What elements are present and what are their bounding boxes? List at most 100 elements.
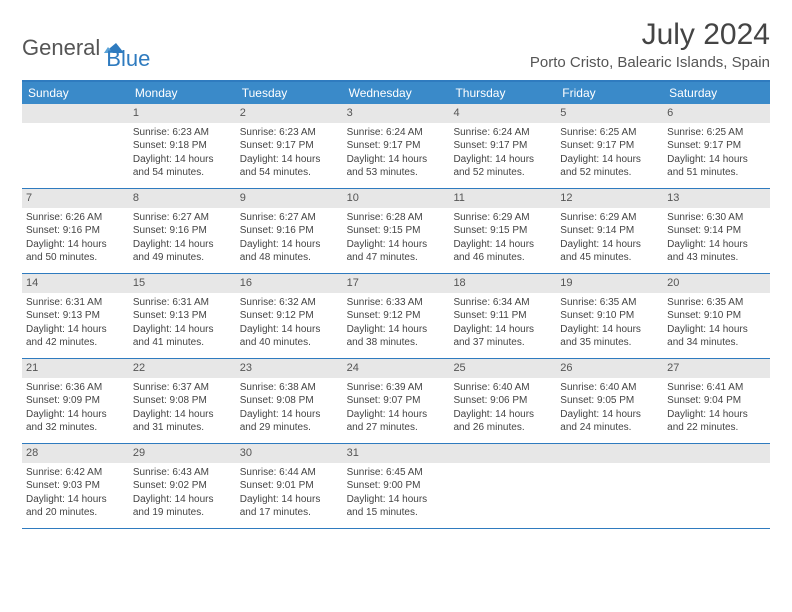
day-number: 22 — [129, 359, 236, 378]
daylight-line: Daylight: 14 hours and 43 minutes. — [667, 238, 766, 265]
sunset-line: Sunset: 9:11 PM — [453, 309, 552, 323]
sunset-line: Sunset: 9:13 PM — [133, 309, 232, 323]
day-number: 26 — [556, 359, 663, 378]
daylight-line: Daylight: 14 hours and 19 minutes. — [133, 493, 232, 520]
sunset-line: Sunset: 9:17 PM — [667, 139, 766, 153]
day-cell: 11Sunrise: 6:29 AMSunset: 9:15 PMDayligh… — [449, 189, 556, 273]
sunrise-line: Sunrise: 6:44 AM — [240, 466, 339, 480]
day-cell: 1Sunrise: 6:23 AMSunset: 9:18 PMDaylight… — [129, 104, 236, 188]
sunset-line: Sunset: 9:01 PM — [240, 479, 339, 493]
day-number: 19 — [556, 274, 663, 293]
day-number: 11 — [449, 189, 556, 208]
weeks-container: 1Sunrise: 6:23 AMSunset: 9:18 PMDaylight… — [22, 104, 770, 529]
daylight-line: Daylight: 14 hours and 54 minutes. — [240, 153, 339, 180]
sunrise-line: Sunrise: 6:40 AM — [560, 381, 659, 395]
sunrise-line: Sunrise: 6:31 AM — [26, 296, 125, 310]
week-row: 28Sunrise: 6:42 AMSunset: 9:03 PMDayligh… — [22, 444, 770, 529]
day-cell: 10 Sunrise: 6:28 AMSunset: 9:15 PMDayligh… — [343, 189, 450, 273]
sunrise-line: Sunrise: 6:38 AM — [240, 381, 339, 395]
sunset-line: Sunset: 9:15 PM — [347, 224, 446, 238]
day-cell: 18Sunrise: 6:34 AMSunset: 9:11 PMDayligh… — [449, 274, 556, 358]
day-cell: 31Sunrise: 6:45 AMSunset: 9:00 PMDayligh… — [343, 444, 450, 528]
sunset-line: Sunset: 9:16 PM — [133, 224, 232, 238]
sunset-line: Sunset: 9:17 PM — [347, 139, 446, 153]
sunset-line: Sunset: 9:17 PM — [453, 139, 552, 153]
daylight-line: Daylight: 14 hours and 45 minutes. — [560, 238, 659, 265]
sunrise-line: Sunrise: 6:24 AM — [453, 126, 552, 140]
daylight-line: Daylight: 14 hours and 26 minutes. — [453, 408, 552, 435]
brand-word2: Blue — [106, 46, 150, 72]
day-cell: 28Sunrise: 6:42 AMSunset: 9:03 PMDayligh… — [22, 444, 129, 528]
sunrise-line: Sunrise: 6:37 AM — [133, 381, 232, 395]
day-number: 17 — [343, 274, 450, 293]
sunrise-line: Sunrise: 6:23 AM — [133, 126, 232, 140]
daylight-line: Daylight: 14 hours and 42 minutes. — [26, 323, 125, 350]
sunset-line: Sunset: 9:13 PM — [26, 309, 125, 323]
sunrise-line: Sunrise: 6:35 AM — [667, 296, 766, 310]
day-number: 4 — [449, 104, 556, 123]
day-number: 25 — [449, 359, 556, 378]
day-number — [22, 104, 129, 123]
day-cell: 29Sunrise: 6:43 AMSunset: 9:02 PMDayligh… — [129, 444, 236, 528]
sunset-line: Sunset: 9:04 PM — [667, 394, 766, 408]
sunrise-line: Sunrise: 6:32 AM — [240, 296, 339, 310]
day-cell: 25Sunrise: 6:40 AMSunset: 9:06 PMDayligh… — [449, 359, 556, 443]
week-row: 14Sunrise: 6:31 AMSunset: 9:13 PMDayligh… — [22, 274, 770, 359]
daylight-line: Daylight: 14 hours and 40 minutes. — [240, 323, 339, 350]
sunrise-line: Sunrise: 6:36 AM — [26, 381, 125, 395]
week-row: 7Sunrise: 6:26 AMSunset: 9:16 PMDaylight… — [22, 189, 770, 274]
sunset-line: Sunset: 9:06 PM — [453, 394, 552, 408]
sunset-line: Sunset: 9:08 PM — [240, 394, 339, 408]
sunrise-line: Sunrise: 6:25 AM — [560, 126, 659, 140]
daylight-line: Daylight: 14 hours and 27 minutes. — [347, 408, 446, 435]
day-cell: 26Sunrise: 6:40 AMSunset: 9:05 PMDayligh… — [556, 359, 663, 443]
sunrise-line: Sunrise: 6:25 AM — [667, 126, 766, 140]
dayhead-tue: Tuesday — [236, 82, 343, 104]
sunset-line: Sunset: 9:17 PM — [240, 139, 339, 153]
day-cell: 13Sunrise: 6:30 AMSunset: 9:14 PMDayligh… — [663, 189, 770, 273]
day-cell: 16Sunrise: 6:32 AMSunset: 9:12 PMDayligh… — [236, 274, 343, 358]
day-number: 1 — [129, 104, 236, 123]
sunrise-line: Sunrise: 6:33 AM — [347, 296, 446, 310]
dayhead-sat: Saturday — [663, 82, 770, 104]
day-number: 9 — [236, 189, 343, 208]
day-cell: 22Sunrise: 6:37 AMSunset: 9:08 PMDayligh… — [129, 359, 236, 443]
daylight-line: Daylight: 14 hours and 37 minutes. — [453, 323, 552, 350]
sunset-line: Sunset: 9:10 PM — [667, 309, 766, 323]
day-number: 10 — [343, 189, 450, 208]
day-number: 16 — [236, 274, 343, 293]
daylight-line: Daylight: 14 hours and 15 minutes. — [347, 493, 446, 520]
day-cell: 8Sunrise: 6:27 AMSunset: 9:16 PMDaylight… — [129, 189, 236, 273]
day-cell: 6Sunrise: 6:25 AMSunset: 9:17 PMDaylight… — [663, 104, 770, 188]
sunset-line: Sunset: 9:14 PM — [560, 224, 659, 238]
daylight-line: Daylight: 14 hours and 20 minutes. — [26, 493, 125, 520]
daylight-line: Daylight: 14 hours and 48 minutes. — [240, 238, 339, 265]
sunset-line: Sunset: 9:07 PM — [347, 394, 446, 408]
day-number: 27 — [663, 359, 770, 378]
sunset-line: Sunset: 9:17 PM — [560, 139, 659, 153]
daylight-line: Daylight: 14 hours and 32 minutes. — [26, 408, 125, 435]
daylight-line: Daylight: 14 hours and 47 minutes. — [347, 238, 446, 265]
sunset-line: Sunset: 9:10 PM — [560, 309, 659, 323]
sunrise-line: Sunrise: 6:43 AM — [133, 466, 232, 480]
day-cell: 15Sunrise: 6:31 AMSunset: 9:13 PMDayligh… — [129, 274, 236, 358]
sunset-line: Sunset: 9:09 PM — [26, 394, 125, 408]
daylight-line: Daylight: 14 hours and 29 minutes. — [240, 408, 339, 435]
day-number — [663, 444, 770, 463]
day-cell: 27Sunrise: 6:41 AMSunset: 9:04 PMDayligh… — [663, 359, 770, 443]
daylight-line: Daylight: 14 hours and 52 minutes. — [453, 153, 552, 180]
sunrise-line: Sunrise: 6:34 AM — [453, 296, 552, 310]
daylight-line: Daylight: 14 hours and 22 minutes. — [667, 408, 766, 435]
daylight-line: Daylight: 14 hours and 31 minutes. — [133, 408, 232, 435]
day-number: 20 — [663, 274, 770, 293]
daylight-line: Daylight: 14 hours and 38 minutes. — [347, 323, 446, 350]
day-number: 24 — [343, 359, 450, 378]
day-number: 14 — [22, 274, 129, 293]
day-number: 13 — [663, 189, 770, 208]
dayhead-thu: Thursday — [449, 82, 556, 104]
day-number: 8 — [129, 189, 236, 208]
day-number: 23 — [236, 359, 343, 378]
month-title: July 2024 — [530, 18, 770, 52]
sunrise-line: Sunrise: 6:28 AM — [347, 211, 446, 225]
sunset-line: Sunset: 9:16 PM — [240, 224, 339, 238]
